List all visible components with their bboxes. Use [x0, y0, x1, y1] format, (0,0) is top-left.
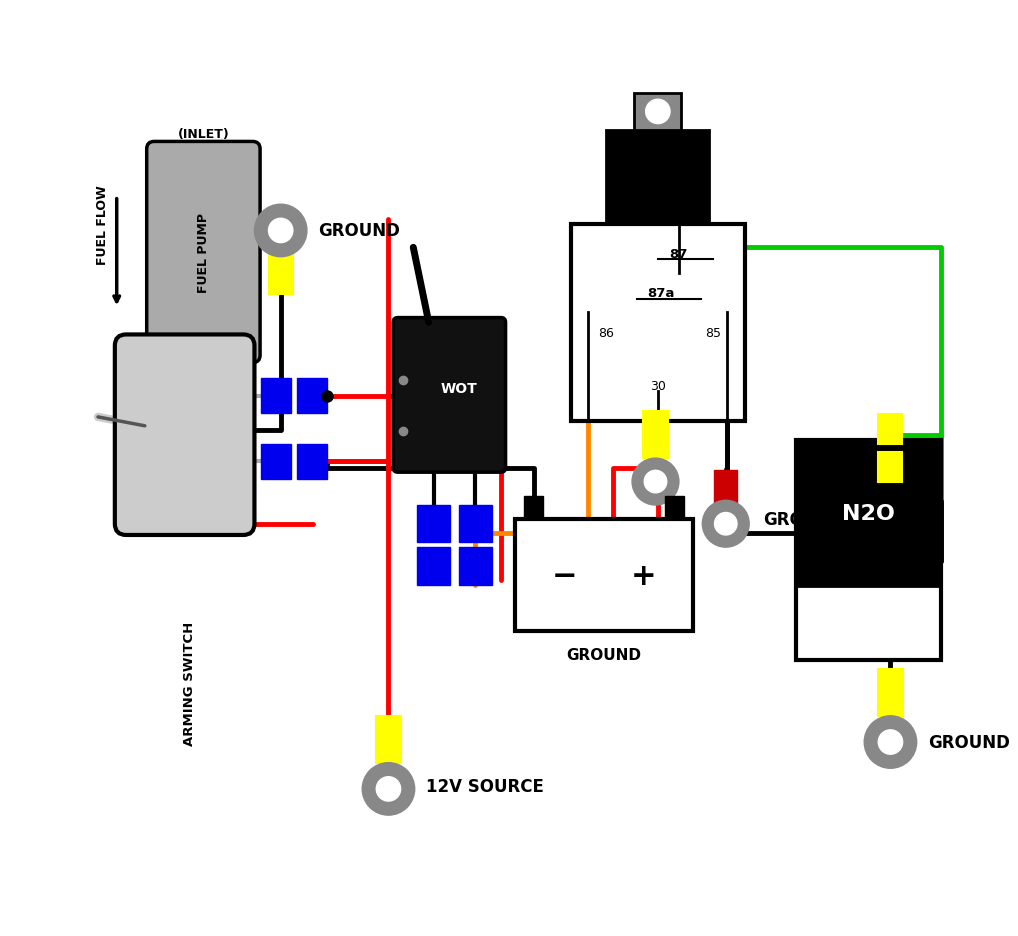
Bar: [796, 441, 942, 660]
Text: GROUND: GROUND: [319, 222, 400, 241]
Circle shape: [254, 205, 307, 257]
FancyBboxPatch shape: [393, 318, 506, 473]
Circle shape: [644, 471, 667, 493]
Circle shape: [645, 100, 670, 124]
Text: −: −: [552, 562, 577, 590]
FancyBboxPatch shape: [115, 335, 254, 535]
Bar: [571, 225, 744, 421]
Text: 87: 87: [670, 248, 688, 260]
Bar: [796, 587, 942, 660]
Text: FUEL PUMP: FUEL PUMP: [196, 212, 210, 293]
Circle shape: [362, 763, 414, 815]
Bar: [159, 351, 248, 388]
Text: (INLET): (INLET): [177, 127, 229, 140]
Bar: [417, 505, 450, 543]
Circle shape: [269, 219, 293, 243]
Circle shape: [377, 777, 401, 801]
Bar: [878, 452, 902, 482]
Text: 30: 30: [649, 379, 666, 392]
Circle shape: [702, 501, 749, 548]
Bar: [515, 519, 693, 632]
Bar: [524, 496, 543, 519]
Bar: [878, 415, 902, 445]
Text: 85: 85: [705, 327, 722, 339]
FancyBboxPatch shape: [147, 142, 260, 363]
Bar: [459, 505, 492, 543]
Text: 12V SOURCE: 12V SOURCE: [426, 777, 544, 796]
Bar: [643, 412, 668, 459]
Text: +: +: [630, 562, 656, 590]
Text: 87a: 87a: [647, 287, 675, 300]
Bar: [296, 378, 327, 414]
Bar: [607, 131, 710, 225]
Bar: [417, 548, 450, 585]
Bar: [634, 94, 681, 131]
Bar: [796, 441, 942, 599]
Bar: [261, 445, 291, 480]
Bar: [270, 253, 293, 295]
Text: 86: 86: [598, 327, 614, 339]
Text: ARMING SWITCH: ARMING SWITCH: [183, 622, 195, 745]
Bar: [296, 445, 327, 480]
Circle shape: [632, 459, 679, 505]
Text: WOT: WOT: [441, 381, 477, 395]
Text: FUEL FLOW: FUEL FLOW: [96, 184, 109, 265]
Bar: [459, 548, 492, 585]
Text: GROUND: GROUND: [928, 733, 1010, 752]
Text: N2O: N2O: [842, 504, 895, 524]
Bar: [714, 471, 737, 513]
Circle shape: [864, 716, 916, 768]
Bar: [377, 716, 401, 763]
Bar: [879, 669, 903, 716]
Text: GROUND: GROUND: [764, 510, 845, 529]
Bar: [665, 496, 684, 519]
Bar: [261, 378, 291, 414]
Circle shape: [715, 513, 737, 535]
Circle shape: [879, 730, 903, 754]
Text: GROUND: GROUND: [566, 648, 641, 663]
